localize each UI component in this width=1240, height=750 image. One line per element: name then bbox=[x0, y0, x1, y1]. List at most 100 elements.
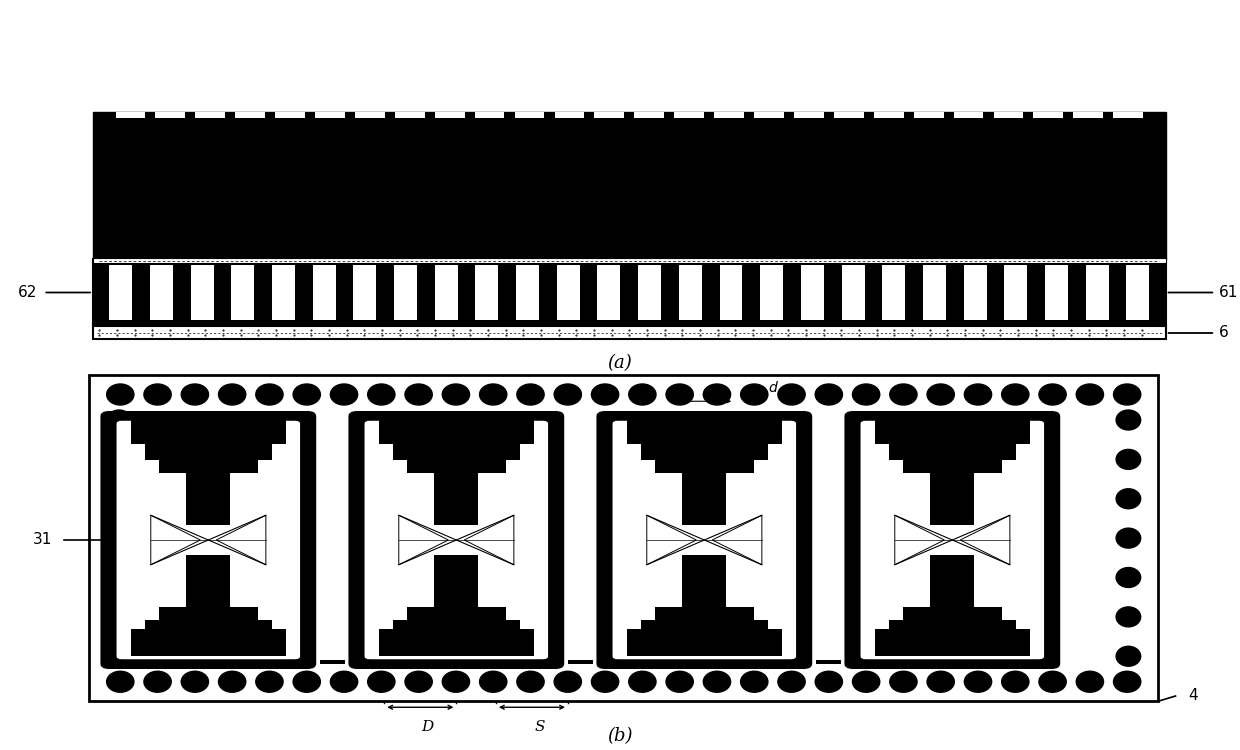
Ellipse shape bbox=[890, 671, 918, 692]
Bar bbox=[816, 660, 841, 664]
Bar bbox=[435, 265, 458, 320]
Ellipse shape bbox=[107, 410, 131, 430]
Bar bbox=[760, 265, 784, 320]
Bar bbox=[923, 265, 946, 320]
Polygon shape bbox=[895, 515, 945, 565]
FancyBboxPatch shape bbox=[613, 421, 796, 659]
Ellipse shape bbox=[1116, 646, 1141, 666]
Ellipse shape bbox=[405, 671, 433, 692]
Ellipse shape bbox=[368, 671, 396, 692]
Bar bbox=[475, 112, 505, 118]
Ellipse shape bbox=[107, 449, 131, 470]
Bar bbox=[1033, 112, 1063, 118]
Ellipse shape bbox=[293, 384, 320, 405]
Ellipse shape bbox=[928, 671, 955, 692]
Bar bbox=[557, 265, 580, 320]
Bar bbox=[232, 265, 254, 320]
Ellipse shape bbox=[144, 671, 171, 692]
Bar bbox=[930, 555, 975, 607]
Text: 6: 6 bbox=[1219, 326, 1229, 340]
Ellipse shape bbox=[107, 489, 131, 508]
FancyBboxPatch shape bbox=[100, 411, 316, 669]
Text: 4: 4 bbox=[1188, 688, 1198, 703]
Bar bbox=[145, 620, 272, 637]
Bar bbox=[434, 555, 479, 607]
Bar bbox=[963, 265, 987, 320]
Bar bbox=[794, 112, 823, 118]
Bar bbox=[554, 112, 584, 118]
Ellipse shape bbox=[666, 384, 693, 405]
Bar bbox=[754, 112, 784, 118]
Ellipse shape bbox=[852, 384, 879, 405]
Polygon shape bbox=[399, 515, 449, 565]
Ellipse shape bbox=[703, 671, 730, 692]
Bar bbox=[379, 629, 533, 656]
Bar bbox=[394, 265, 417, 320]
Ellipse shape bbox=[443, 384, 470, 405]
Bar bbox=[914, 112, 944, 118]
Bar bbox=[93, 112, 1166, 259]
Bar bbox=[393, 443, 520, 460]
Ellipse shape bbox=[368, 384, 396, 405]
Ellipse shape bbox=[703, 384, 730, 405]
Ellipse shape bbox=[330, 384, 357, 405]
Bar bbox=[93, 259, 1166, 326]
Bar bbox=[719, 265, 743, 320]
Ellipse shape bbox=[107, 646, 131, 666]
Polygon shape bbox=[151, 515, 201, 565]
Ellipse shape bbox=[517, 384, 544, 405]
Ellipse shape bbox=[777, 671, 805, 692]
Ellipse shape bbox=[107, 384, 134, 405]
Ellipse shape bbox=[666, 671, 693, 692]
Bar bbox=[682, 473, 727, 525]
Bar bbox=[394, 112, 424, 118]
Bar bbox=[109, 265, 133, 320]
Bar bbox=[186, 555, 231, 607]
Ellipse shape bbox=[255, 671, 283, 692]
Bar bbox=[641, 620, 768, 637]
Bar bbox=[835, 112, 864, 118]
FancyBboxPatch shape bbox=[861, 421, 1044, 659]
Ellipse shape bbox=[629, 671, 656, 692]
Ellipse shape bbox=[107, 607, 131, 627]
Bar bbox=[196, 112, 226, 118]
Bar bbox=[842, 265, 864, 320]
Bar bbox=[272, 265, 295, 320]
Bar bbox=[639, 265, 661, 320]
Bar bbox=[434, 473, 479, 525]
Bar bbox=[355, 112, 384, 118]
Text: (b): (b) bbox=[608, 728, 632, 746]
Bar bbox=[407, 607, 506, 620]
Ellipse shape bbox=[591, 384, 619, 405]
Bar bbox=[714, 112, 744, 118]
Ellipse shape bbox=[107, 671, 134, 692]
Ellipse shape bbox=[181, 671, 208, 692]
Bar bbox=[875, 629, 1029, 656]
Text: (a): (a) bbox=[608, 354, 632, 372]
Text: S: S bbox=[534, 720, 544, 734]
Bar bbox=[159, 460, 258, 473]
Polygon shape bbox=[216, 515, 265, 565]
Ellipse shape bbox=[480, 384, 507, 405]
Ellipse shape bbox=[218, 671, 246, 692]
Bar bbox=[655, 607, 754, 620]
Bar bbox=[312, 265, 336, 320]
Ellipse shape bbox=[293, 671, 320, 692]
Text: d: d bbox=[769, 381, 777, 395]
Bar bbox=[93, 258, 1166, 263]
Ellipse shape bbox=[815, 384, 842, 405]
Bar bbox=[186, 473, 231, 525]
Bar bbox=[131, 416, 285, 443]
Bar bbox=[903, 460, 1002, 473]
Ellipse shape bbox=[480, 671, 507, 692]
Polygon shape bbox=[464, 515, 513, 565]
Text: D: D bbox=[422, 720, 434, 734]
Ellipse shape bbox=[1116, 489, 1141, 508]
Bar bbox=[641, 443, 768, 460]
Ellipse shape bbox=[1116, 410, 1141, 430]
Ellipse shape bbox=[928, 384, 955, 405]
Bar bbox=[993, 112, 1023, 118]
Ellipse shape bbox=[1116, 568, 1141, 587]
Ellipse shape bbox=[965, 384, 992, 405]
Ellipse shape bbox=[965, 671, 992, 692]
